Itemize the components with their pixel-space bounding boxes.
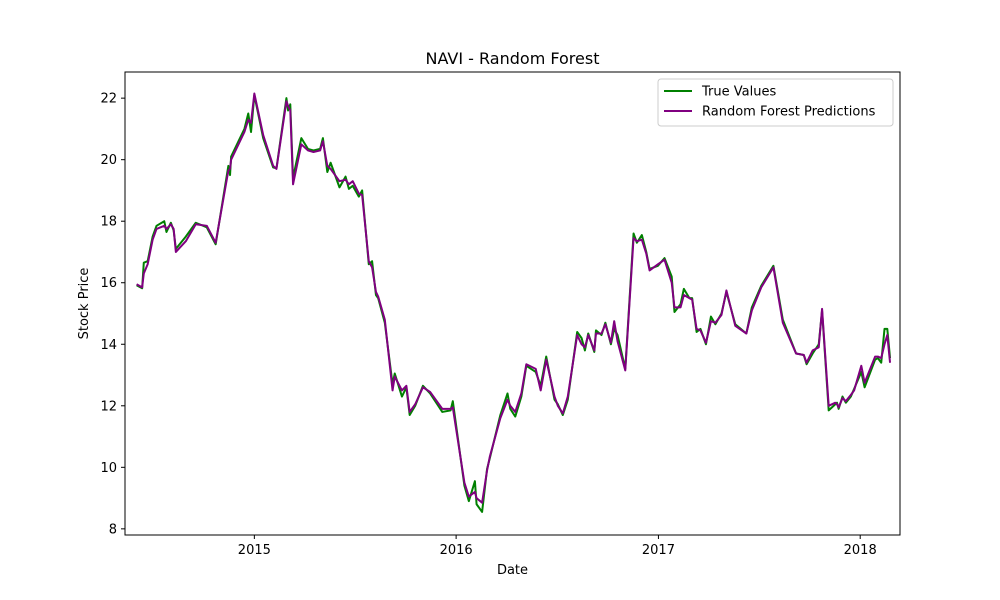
y-tick-label: 8: [109, 522, 117, 537]
x-tick-label: 2017: [642, 543, 675, 558]
series-layer: [136, 92, 892, 513]
x-tick-label: 2018: [844, 543, 877, 558]
legend: True Values Random Forest Predictions: [657, 78, 894, 127]
y-tick-label: 18: [100, 215, 117, 230]
y-axis-label: Stock Price: [77, 268, 92, 340]
y-tick-label: 22: [100, 92, 117, 107]
legend-box: [657, 78, 894, 127]
y-tick-label: 10: [100, 461, 117, 476]
plot-frame: [124, 71, 901, 536]
chart-title: NAVI - Random Forest: [426, 49, 600, 68]
legend-label-rf-predictions: Random Forest Predictions: [702, 105, 876, 120]
y-tick-label: 16: [100, 276, 117, 291]
y-tick-label: 12: [100, 399, 117, 414]
y-tick-label: 14: [100, 338, 117, 353]
x-axis-label: Date: [497, 563, 528, 578]
series-line-rf-predictions: [136, 92, 892, 504]
axis-ticks: 8 10 12 14 16 18 20 22 2015 2016 2017 2018: [100, 92, 876, 558]
x-tick-label: 2016: [440, 543, 473, 558]
y-tick-label: 20: [100, 153, 117, 168]
x-tick-label: 2015: [238, 543, 271, 558]
legend-label-true-values: True Values: [701, 85, 776, 100]
